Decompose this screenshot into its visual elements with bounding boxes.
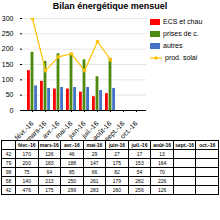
html-text:126: 126 bbox=[157, 187, 167, 193]
html-text:46: 46 bbox=[69, 151, 75, 157]
html-text:17: 17 bbox=[136, 151, 143, 157]
html-text:avr.-16: avr.-16 bbox=[63, 142, 80, 148]
svg-text:250: 250 bbox=[2, 30, 14, 37]
svg-text:150: 150 bbox=[2, 61, 14, 68]
html-text:256: 256 bbox=[135, 187, 144, 193]
html-text:476: 476 bbox=[22, 187, 31, 193]
svg-text:0: 0 bbox=[10, 107, 14, 114]
svg-text:100: 100 bbox=[2, 76, 14, 83]
html-text:27: 27 bbox=[114, 151, 120, 157]
html-text:140: 140 bbox=[22, 178, 31, 184]
html-text:260: 260 bbox=[112, 187, 122, 193]
html-text:79: 79 bbox=[5, 160, 12, 166]
html-text:188: 188 bbox=[67, 160, 76, 166]
html-text:42: 42 bbox=[5, 151, 12, 157]
html-text:juin-16: juin-16 bbox=[108, 142, 125, 148]
html-text:54: 54 bbox=[136, 169, 143, 175]
svg-text:50: 50 bbox=[6, 91, 14, 98]
html-text:août-16: août-16 bbox=[153, 142, 171, 148]
html-text:250: 250 bbox=[67, 178, 76, 184]
html-text:64: 64 bbox=[46, 169, 53, 175]
html-text:175: 175 bbox=[45, 187, 54, 193]
html-text:sept.-16: sept.-16 bbox=[175, 142, 194, 148]
html-text:283: 283 bbox=[90, 187, 99, 193]
html-text:oct.-16: oct.-16 bbox=[199, 142, 216, 148]
html-text:85: 85 bbox=[69, 169, 75, 175]
html-text:282: 282 bbox=[135, 178, 144, 184]
html-text:ECS et chau: ECS et chau bbox=[163, 18, 203, 25]
html-text:13: 13 bbox=[159, 151, 165, 157]
html-text:126: 126 bbox=[45, 151, 54, 157]
svg-text:oct.-16: oct.-16 bbox=[119, 120, 139, 140]
html-text:66: 66 bbox=[91, 169, 98, 175]
html-text:147: 147 bbox=[90, 160, 99, 166]
html-text:mars-16: mars-16 bbox=[39, 142, 59, 148]
html-text:164: 164 bbox=[157, 160, 167, 166]
html-text:82: 82 bbox=[114, 169, 120, 175]
html-text:213: 213 bbox=[45, 178, 54, 184]
svg-text:avr.-16: avr.-16 bbox=[40, 119, 61, 140]
html-text:autres: autres bbox=[163, 42, 183, 49]
html-text:févr.-16: févr.-16 bbox=[18, 142, 36, 148]
html-text:29: 29 bbox=[91, 151, 98, 157]
html-text:98: 98 bbox=[5, 169, 12, 175]
html-text:mai-16: mai-16 bbox=[86, 142, 103, 148]
html-text:261: 261 bbox=[90, 178, 99, 184]
html-text:200: 200 bbox=[22, 160, 31, 166]
html-text:prod. solai: prod. solai bbox=[165, 54, 198, 61]
html-text:299: 299 bbox=[67, 187, 76, 193]
html-text:226: 226 bbox=[157, 178, 167, 184]
html-text:58: 58 bbox=[5, 178, 12, 184]
html-text:Bilan énergétique mensuel: Bilan énergétique mensuel bbox=[52, 1, 168, 11]
html-text:prises de c.: prises de c. bbox=[163, 30, 199, 37]
html-text:153: 153 bbox=[135, 160, 144, 166]
html-text:170: 170 bbox=[22, 151, 31, 157]
svg-text:200: 200 bbox=[2, 45, 14, 52]
html-text:175: 175 bbox=[112, 160, 122, 166]
html-text:70: 70 bbox=[159, 169, 165, 175]
html-text:75: 75 bbox=[24, 169, 30, 175]
svg-text:300: 300 bbox=[2, 15, 14, 22]
html-text:179: 179 bbox=[112, 178, 122, 184]
html-text:juil.-16: juil.-16 bbox=[131, 142, 148, 148]
html-text:183: 183 bbox=[45, 160, 54, 166]
html-text:42: 42 bbox=[5, 187, 12, 193]
svg-text:mai-16: mai-16 bbox=[53, 119, 74, 140]
